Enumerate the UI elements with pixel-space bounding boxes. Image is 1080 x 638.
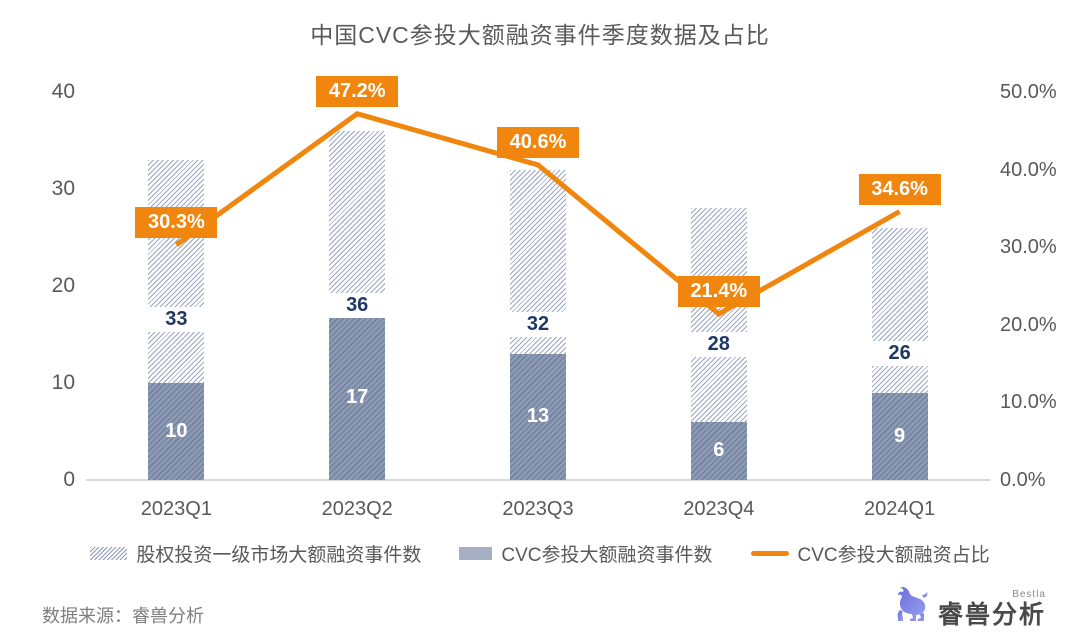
y-axis-right-tick: 30.0% bbox=[1000, 236, 1057, 259]
legend-item-market-events: 股权投资一级市场大额融资事件数 bbox=[90, 540, 421, 567]
hatched-swatch-icon bbox=[90, 547, 128, 560]
x-axis-tick: 2023Q2 bbox=[321, 498, 393, 520]
legend-label: CVC参投大额融资事件数 bbox=[501, 545, 713, 566]
solid-swatch-icon bbox=[459, 547, 493, 560]
x-axis-tick: 2023Q1 bbox=[140, 498, 212, 520]
bar-total-label: 32 bbox=[505, 312, 571, 338]
bar-total-label: 26 bbox=[866, 341, 933, 367]
legend-label: 股权投资一级市场大额融资事件数 bbox=[136, 545, 422, 566]
bar-cvc-label: 9 bbox=[894, 424, 906, 447]
ratio-label: 21.4% bbox=[677, 275, 760, 307]
bar-cvc-label: 6 bbox=[713, 439, 725, 462]
y-axis-left-tick: 0 bbox=[63, 468, 75, 491]
bar-cvc-label: 13 bbox=[526, 405, 550, 428]
x-axis-line bbox=[86, 479, 990, 481]
bestla-beast-icon bbox=[894, 584, 930, 629]
y-axis-left-tick: 30 bbox=[51, 177, 75, 200]
chart-title: 中国CVC参投大额融资事件季度数据及占比 bbox=[310, 22, 770, 48]
bestla-logo: Bestla 睿兽分析 bbox=[894, 584, 1046, 629]
bar-total-label: 33 bbox=[143, 307, 210, 333]
bar-total-label: 28 bbox=[685, 331, 752, 357]
ratio-label: 40.6% bbox=[497, 126, 579, 158]
ratio-label: 47.2% bbox=[316, 75, 399, 107]
ratio-line bbox=[174, 110, 901, 317]
x-axis-tick: 2024Q1 bbox=[864, 498, 936, 520]
y-axis-right-tick: 40.0% bbox=[1000, 158, 1057, 181]
ratio-label: 30.3% bbox=[135, 206, 218, 238]
legend: 股权投资一级市场大额融资事件数 CVC参投大额融资事件数 CVC参投大额融资占比 bbox=[0, 540, 1080, 567]
bar-total-2024Q1 bbox=[871, 227, 928, 480]
bar-cvc-2023Q2 bbox=[329, 315, 386, 480]
logo-title: 睿兽分析 bbox=[937, 601, 1046, 629]
x-axis-tick: 2023Q4 bbox=[683, 498, 755, 520]
logo-text: Bestla 睿兽分析 bbox=[938, 589, 1046, 629]
bar-cvc-label: 17 bbox=[346, 386, 369, 409]
bar-cvc-2023Q3 bbox=[510, 353, 566, 480]
bar-total-label: 36 bbox=[324, 292, 391, 318]
y-axis-right-tick: 10.0% bbox=[1000, 391, 1057, 414]
y-axis-right-tick: 0.0% bbox=[1000, 469, 1046, 491]
y-axis-right-tick: 20.0% bbox=[1000, 313, 1057, 336]
legend-label: CVC参投大额融资占比 bbox=[797, 545, 990, 566]
legend-item-cvc-events: CVC参投大额融资事件数 bbox=[459, 540, 713, 567]
y-axis-right-tick: 50.0% bbox=[1000, 81, 1057, 103]
line-swatch-icon bbox=[750, 551, 789, 556]
bar-cvc-2023Q4 bbox=[690, 421, 747, 480]
y-axis-left-tick: 40 bbox=[51, 80, 75, 103]
y-axis-left-tick: 20 bbox=[51, 274, 75, 297]
data-source-note: 数据来源：睿兽分析 bbox=[42, 606, 204, 626]
bar-cvc-2023Q1 bbox=[148, 382, 205, 480]
bar-cvc-label: 10 bbox=[165, 420, 188, 442]
ratio-label: 34.6% bbox=[858, 173, 941, 205]
x-axis-tick: 2023Q3 bbox=[502, 498, 574, 520]
y-axis-left-tick: 10 bbox=[51, 371, 75, 394]
legend-item-cvc-ratio: CVC参投大额融资占比 bbox=[750, 540, 990, 567]
bar-cvc-2024Q1 bbox=[871, 392, 928, 480]
logo-subtitle: Bestla bbox=[1012, 589, 1046, 600]
